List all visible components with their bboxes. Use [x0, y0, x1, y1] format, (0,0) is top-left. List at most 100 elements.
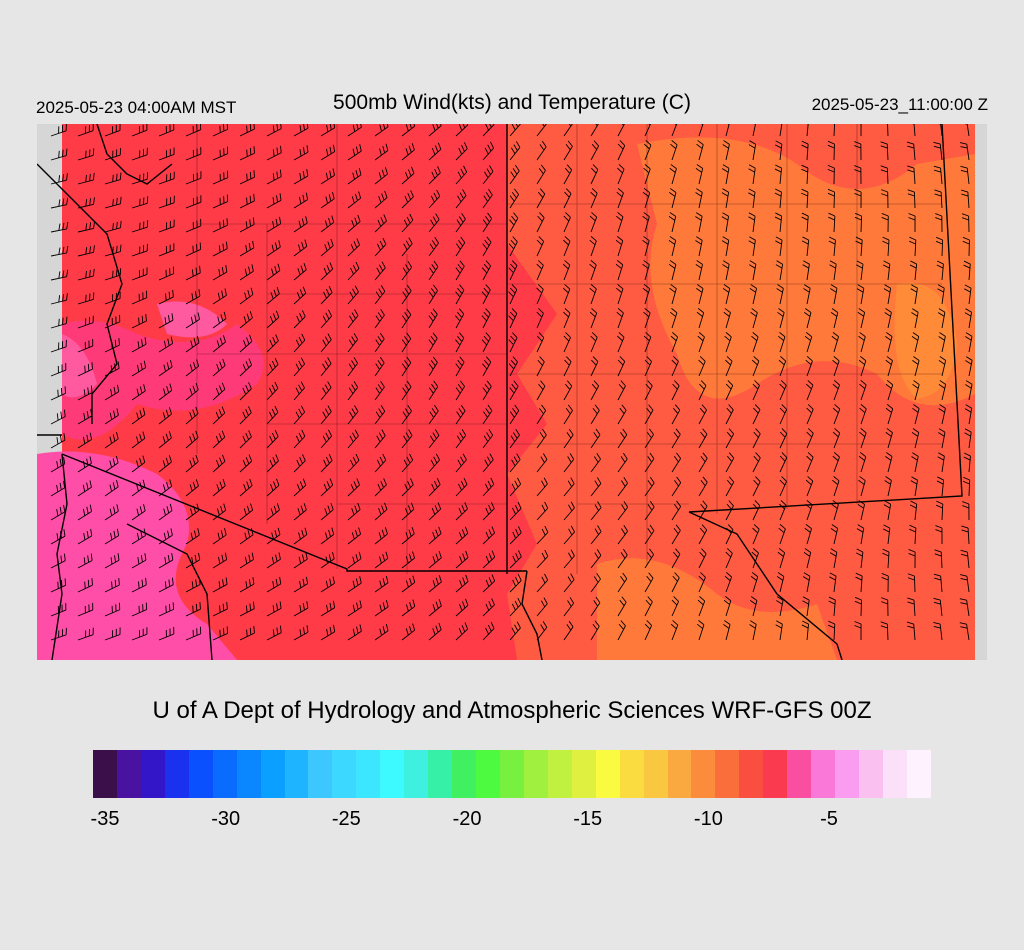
- wind-barb: [725, 500, 734, 521]
- wind-barb: [77, 315, 94, 329]
- wind-barb: [77, 627, 94, 641]
- wind-barb: [912, 380, 920, 401]
- wind-barb: [428, 526, 442, 545]
- wind-barb: [320, 285, 333, 305]
- wind-barb: [938, 124, 943, 137]
- wind-barb: [509, 380, 519, 401]
- colorbar-swatch: [811, 750, 836, 798]
- wind-barb: [266, 145, 282, 161]
- wind-barb: [643, 164, 651, 185]
- wind-barb: [752, 404, 761, 425]
- wind-barb: [320, 600, 336, 617]
- wind-barb: [428, 575, 442, 593]
- wind-barb: [832, 380, 841, 401]
- wind-barb: [801, 620, 810, 641]
- wind-barb: [104, 480, 119, 497]
- wind-barb: [212, 124, 229, 137]
- wind-barb: [938, 404, 946, 425]
- wind-barb: [293, 454, 306, 473]
- wind-barb: [671, 380, 680, 401]
- wind-barb: [482, 141, 495, 161]
- wind-barb: [906, 141, 916, 161]
- colorbar-swatch: [643, 750, 668, 798]
- wind-barb: [509, 501, 522, 521]
- wind-barb: [401, 143, 415, 161]
- wind-barb: [212, 194, 229, 209]
- wind-barb: [266, 287, 280, 305]
- wind-barb: [590, 188, 598, 209]
- wind-barb: [428, 551, 442, 569]
- wind-barb: [670, 140, 678, 161]
- wind-barb: [266, 503, 280, 521]
- wind-barb: [50, 124, 67, 137]
- wind-barb: [347, 527, 362, 545]
- wind-barb: [320, 215, 335, 233]
- wind-barb: [562, 260, 571, 281]
- wind-barb: [347, 214, 361, 233]
- wind-barb: [752, 524, 760, 545]
- wind-barb: [185, 626, 202, 641]
- wind-barb: [912, 404, 920, 425]
- wind-barb: [77, 292, 95, 305]
- wind-barb: [617, 548, 628, 569]
- wind-barb: [934, 189, 943, 209]
- wind-barb: [266, 310, 280, 329]
- river-colorado-north: [96, 124, 173, 185]
- wind-barb: [806, 404, 814, 425]
- wind-barb: [320, 381, 332, 401]
- wind-barb: [508, 356, 518, 377]
- wind-barb: [293, 169, 309, 185]
- wind-barb: [77, 553, 93, 569]
- wind-barb: [455, 308, 465, 329]
- wind-barb: [104, 408, 119, 425]
- wind-barb: [77, 408, 93, 425]
- wind-barb: [401, 332, 412, 353]
- wind-barb: [536, 124, 547, 137]
- wind-barb: [320, 168, 335, 185]
- colorbar-swatch: [116, 750, 141, 798]
- wind-barb: [158, 528, 173, 545]
- wind-barb: [293, 527, 308, 545]
- wind-barb: [563, 404, 573, 425]
- wind-barb: [77, 432, 93, 449]
- wind-barb: [804, 332, 813, 353]
- wind-barb: [347, 191, 362, 209]
- wind-barb: [374, 453, 387, 473]
- wind-barb: [563, 453, 575, 473]
- wind-barb: [239, 406, 252, 425]
- wind-barb: [401, 526, 415, 545]
- wind-barb: [725, 452, 735, 473]
- wind-barb: [239, 454, 253, 473]
- wind-barb: [748, 236, 756, 257]
- wind-barb: [158, 577, 174, 593]
- wind-barb: [374, 332, 385, 353]
- wind-barb: [590, 477, 602, 497]
- wind-barb: [644, 500, 655, 521]
- wind-barb: [104, 384, 120, 401]
- wind-barb: [933, 573, 943, 593]
- wind-barb: [779, 500, 787, 521]
- wind-barb: [481, 260, 492, 281]
- wind-barb: [779, 380, 787, 401]
- state-border-az-mexico: [61, 453, 527, 572]
- wind-barb: [509, 164, 520, 185]
- wind-barb: [104, 627, 121, 641]
- wind-barb: [589, 308, 598, 329]
- colorbar-swatch: [715, 750, 740, 798]
- wind-barb: [374, 190, 388, 209]
- wind-barb: [212, 288, 227, 305]
- wind-barb: [829, 548, 838, 569]
- wind-barb: [829, 572, 837, 593]
- wind-barb: [536, 549, 549, 569]
- wind-barb: [938, 380, 947, 401]
- wind-barb: [374, 623, 389, 641]
- wind-barb: [104, 602, 121, 617]
- wind-barb: [616, 284, 624, 305]
- colorbar-tick-label: -10: [693, 808, 723, 830]
- wind-barb: [401, 453, 414, 473]
- wind-barb: [938, 332, 946, 353]
- colorbar-swatch: [356, 750, 381, 798]
- wind-barb: [509, 212, 519, 233]
- wind-barb: [804, 308, 812, 329]
- wind-barb: [644, 476, 655, 497]
